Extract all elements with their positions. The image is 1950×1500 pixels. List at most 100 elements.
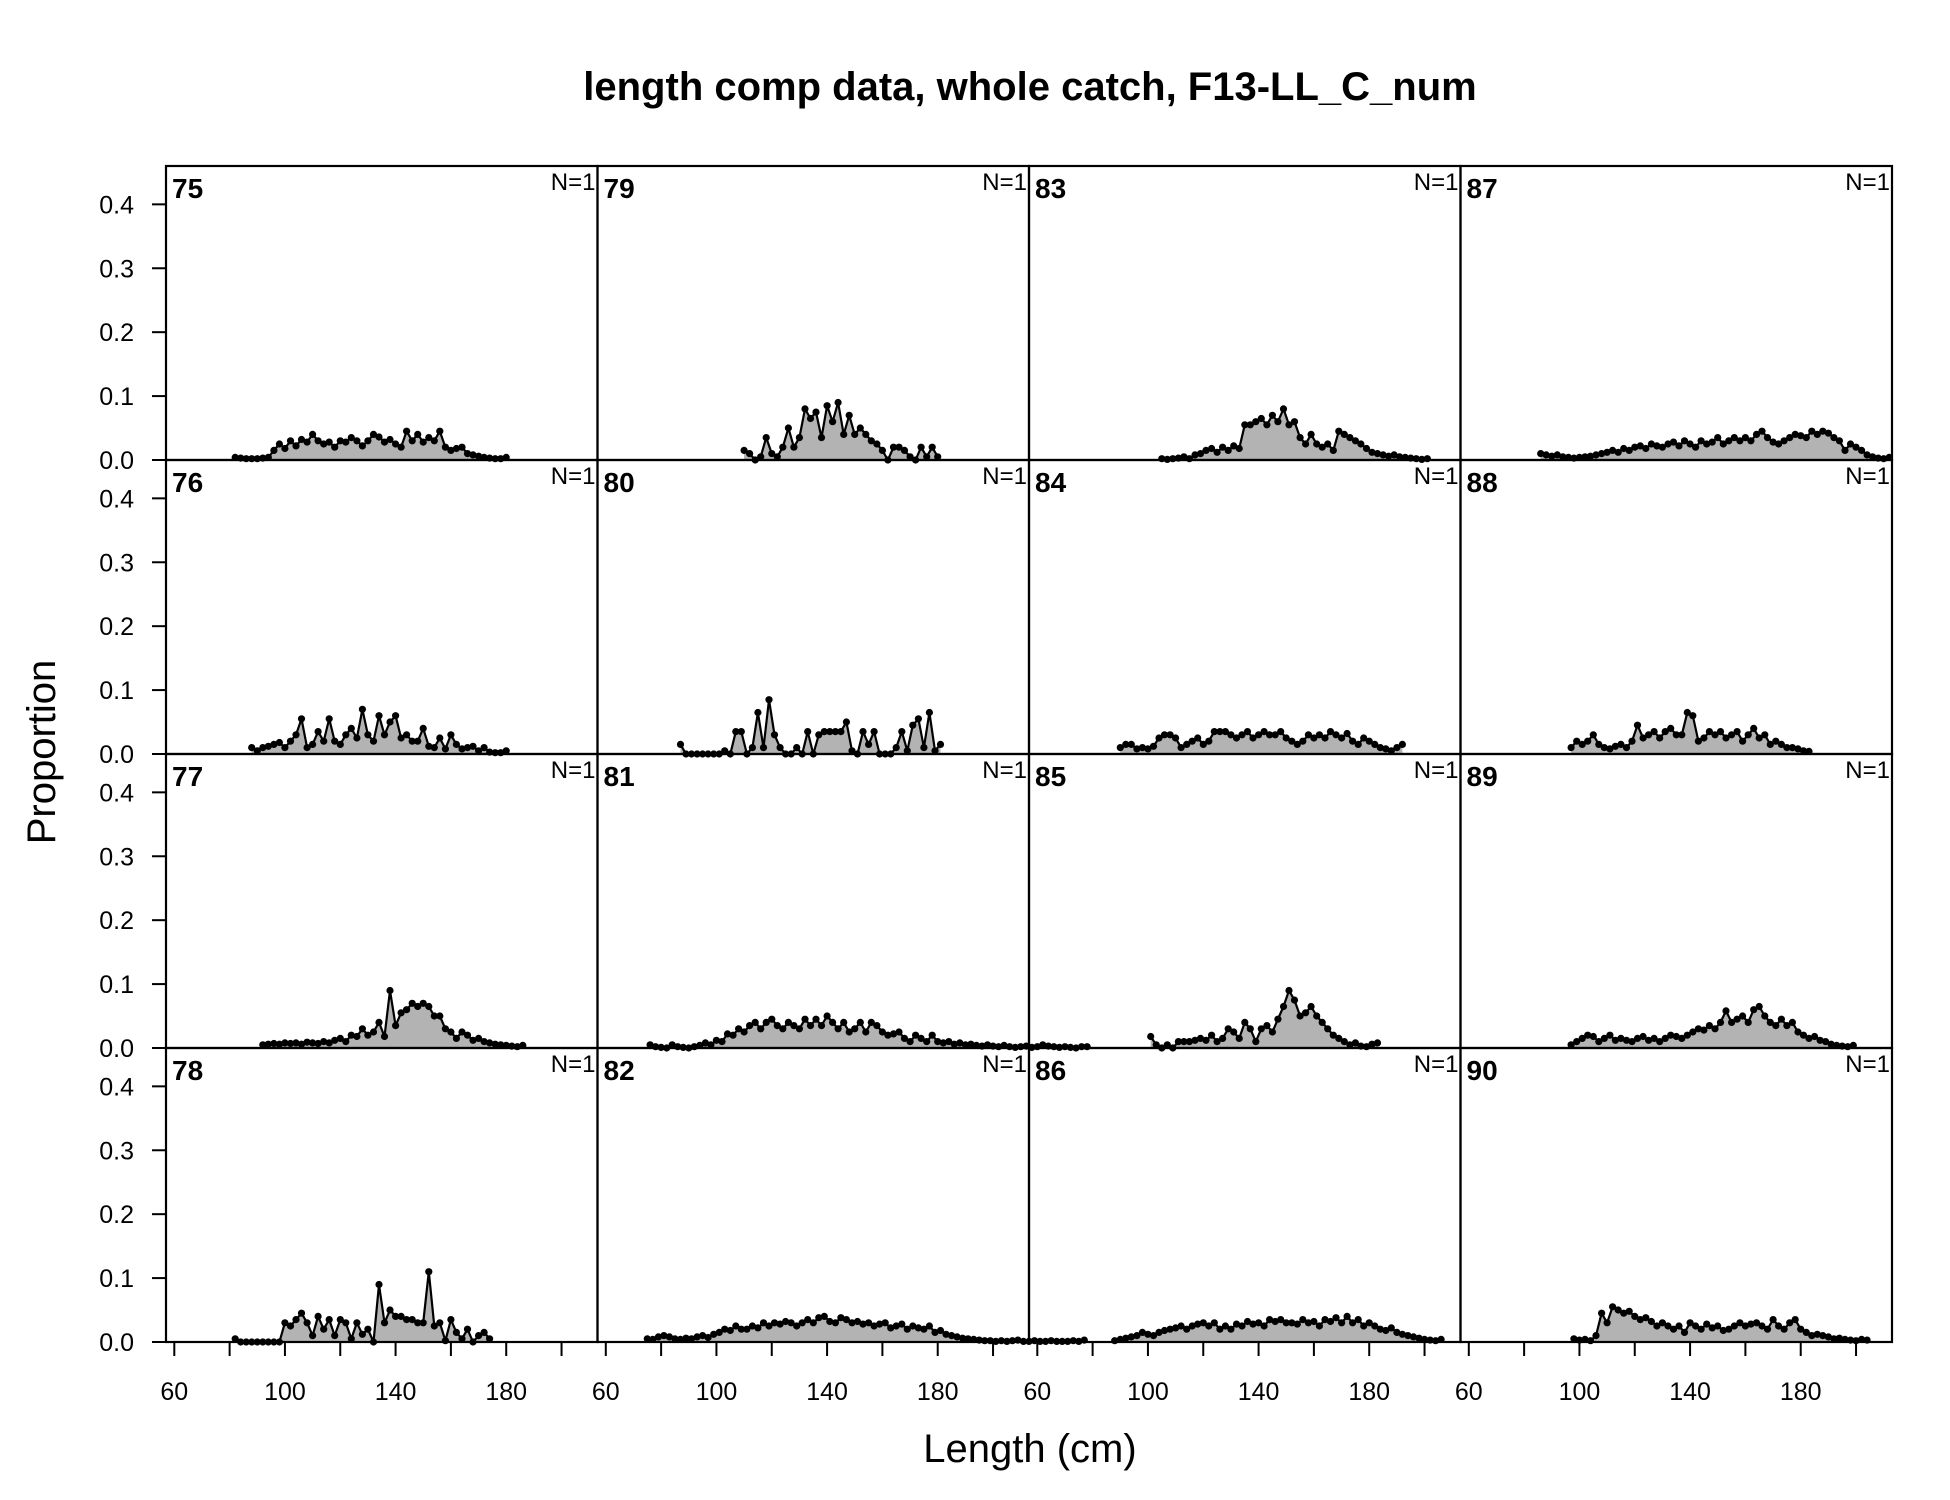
data-point-76-25	[386, 718, 394, 726]
data-point-90-44	[1813, 1330, 1821, 1338]
data-point-87-18	[1636, 442, 1644, 450]
data-point-87-38	[1747, 437, 1755, 445]
data-point-89-38	[1777, 1015, 1785, 1023]
data-point-84-15	[1199, 740, 1207, 749]
data-point-88-7	[1606, 745, 1614, 753]
data-point-83-40	[1379, 451, 1387, 459]
data-point-88-37	[1772, 737, 1780, 745]
data-point-89-1	[1573, 1038, 1581, 1046]
x-tick-label: 100	[264, 1378, 306, 1406]
data-point-88-13	[1639, 734, 1647, 742]
data-point-89-11	[1628, 1038, 1636, 1046]
data-point-87-58	[1858, 446, 1866, 454]
data-point-78-29	[392, 1312, 400, 1320]
panel-n-label: N=1	[1845, 1051, 1890, 1078]
data-point-80-25	[815, 731, 823, 739]
data-point-85-17	[1241, 1018, 1249, 1026]
x-tick-label: 140	[806, 1378, 848, 1406]
data-point-89-21	[1683, 1031, 1691, 1039]
data-point-78-20	[342, 1319, 350, 1327]
data-point-90-25	[1708, 1324, 1716, 1332]
data-point-81-30	[812, 1015, 820, 1023]
data-point-90-15	[1653, 1322, 1661, 1330]
data-point-89-14	[1645, 1036, 1653, 1044]
data-point-75-16	[320, 440, 328, 448]
data-point-81-27	[795, 1025, 804, 1033]
data-point-90-30	[1736, 1319, 1744, 1327]
data-point-81-17	[740, 1028, 748, 1036]
data-point-79-30	[906, 453, 914, 461]
data-point-80-14	[754, 708, 762, 717]
x-tick-label: 180	[485, 1378, 527, 1406]
data-point-75-30	[397, 443, 405, 451]
data-point-84-50	[1393, 744, 1401, 752]
data-point-84-23	[1243, 728, 1252, 736]
data-point-84-47	[1376, 744, 1384, 752]
data-point-82-27	[793, 1322, 801, 1330]
data-point-87-59	[1863, 451, 1871, 459]
data-point-89-3	[1584, 1031, 1592, 1039]
data-point-82-3	[660, 1332, 668, 1340]
data-point-76-8	[292, 731, 300, 739]
data-point-82-34	[831, 1319, 840, 1327]
data-point-86-17	[1205, 1322, 1213, 1330]
data-point-90-36	[1769, 1316, 1777, 1324]
data-point-87-15	[1620, 444, 1628, 453]
data-point-86-32	[1288, 1319, 1296, 1327]
data-point-82-0	[643, 1335, 651, 1343]
y-tick-label: 0.4	[99, 1073, 134, 1101]
data-point-79-24	[873, 440, 881, 448]
panel-n-label: N=1	[1845, 463, 1890, 490]
data-point-86-24	[1243, 1317, 1252, 1326]
data-point-78-35	[425, 1268, 433, 1276]
data-point-89-24	[1700, 1026, 1708, 1034]
data-point-88-29	[1728, 731, 1736, 739]
data-point-86-38	[1321, 1316, 1329, 1324]
data-point-82-46	[898, 1320, 906, 1328]
data-point-83-27	[1307, 430, 1315, 438]
data-point-75-35	[425, 434, 433, 442]
panel-year-label: 80	[604, 467, 635, 498]
data-point-81-71	[1039, 1041, 1047, 1049]
data-point-90-34	[1758, 1322, 1766, 1330]
data-point-84-42	[1349, 737, 1357, 745]
data-point-88-10	[1622, 744, 1631, 752]
panel-frame-83	[1027, 164, 1462, 462]
panel-frame-86	[1027, 1046, 1462, 1344]
data-point-80-23	[804, 728, 812, 736]
data-point-78-42	[463, 1325, 472, 1333]
data-point-86-26	[1255, 1319, 1263, 1327]
data-point-76-35	[441, 745, 449, 753]
data-point-87-13	[1609, 446, 1617, 454]
data-point-82-36	[842, 1316, 851, 1324]
data-point-88-35	[1761, 731, 1769, 739]
data-point-85-7	[1185, 1038, 1193, 1046]
data-point-85-3	[1163, 1041, 1171, 1049]
data-point-84-33	[1299, 737, 1307, 745]
panel-year-label: 87	[1467, 173, 1498, 204]
data-point-81-0	[646, 1041, 654, 1049]
data-point-81-47	[906, 1038, 914, 1046]
data-point-88-1	[1573, 737, 1581, 745]
data-point-85-18	[1246, 1025, 1254, 1033]
data-point-77-34	[447, 1028, 455, 1036]
data-point-87-41	[1763, 434, 1772, 442]
data-point-77-42	[491, 1040, 499, 1048]
data-point-83-4	[1180, 453, 1188, 461]
data-point-81-13	[718, 1038, 726, 1046]
data-point-77-3	[275, 1040, 283, 1048]
data-point-86-11	[1172, 1324, 1180, 1332]
data-point-88-11	[1628, 737, 1636, 745]
data-point-81-33	[829, 1018, 837, 1026]
data-point-81-43	[884, 1031, 892, 1039]
data-point-84-7	[1155, 734, 1163, 742]
data-point-84-49	[1387, 747, 1395, 755]
x-axis-title: Length (cm)	[923, 1427, 1136, 1471]
data-point-76-3	[264, 742, 272, 750]
data-point-86-39	[1326, 1317, 1335, 1326]
data-point-86-22	[1232, 1320, 1241, 1328]
data-point-83-14	[1235, 444, 1243, 453]
data-point-88-4	[1589, 731, 1597, 739]
panel-year-label: 82	[604, 1055, 635, 1086]
panel-n-label: N=1	[1414, 1051, 1459, 1078]
